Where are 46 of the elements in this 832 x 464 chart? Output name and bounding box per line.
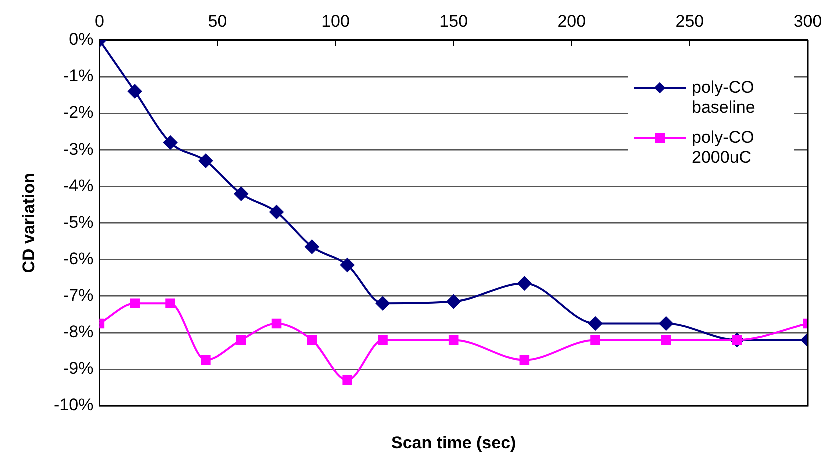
x-tick-label: 200	[558, 12, 586, 31]
point	[307, 335, 318, 346]
legend-label: poly-CO 2000uC	[692, 128, 756, 168]
y-tick-label: -6%	[63, 249, 94, 268]
y-tick-label: -8%	[63, 322, 94, 342]
y-tick-label: -3%	[63, 140, 94, 159]
point	[446, 294, 461, 309]
point	[342, 376, 352, 386]
y-tick-label: -9%	[63, 359, 94, 378]
y-tick-label: 0%	[69, 30, 94, 50]
point	[659, 316, 674, 331]
point	[448, 335, 459, 346]
x-tick-label: 300	[794, 12, 822, 31]
point	[588, 316, 603, 331]
x-tick-label: 0	[94, 12, 104, 31]
point	[164, 136, 178, 150]
x-tick-label: 250	[676, 12, 704, 31]
point	[166, 298, 176, 309]
point	[590, 335, 600, 346]
x-tick-label: 100	[322, 12, 350, 31]
y-tick-label: -7%	[63, 286, 94, 306]
x-tick-label: 50	[208, 12, 228, 31]
y-tick-label: -1%	[63, 66, 94, 86]
y-tick-label: -10%	[54, 396, 94, 415]
point	[305, 240, 320, 254]
x-axis-title: Scan time (sec)	[391, 434, 516, 453]
x-tick-label: 150	[440, 12, 468, 31]
point	[236, 335, 246, 346]
point	[376, 296, 390, 311]
point	[198, 154, 213, 168]
point	[340, 258, 355, 272]
point	[518, 276, 532, 291]
point	[378, 335, 388, 346]
y-tick-label: -2%	[63, 103, 94, 122]
legend-label: poly-CO baseline	[692, 78, 756, 118]
point	[234, 186, 248, 201]
y-axis-title: CD variation	[20, 173, 39, 274]
point	[272, 318, 282, 329]
point	[270, 205, 284, 220]
point	[520, 355, 530, 366]
point	[128, 84, 142, 99]
y-tick-label: -5%	[63, 212, 94, 232]
point	[201, 355, 211, 366]
point	[661, 335, 672, 346]
point	[130, 298, 140, 309]
y-tick-label: -4%	[63, 176, 94, 196]
